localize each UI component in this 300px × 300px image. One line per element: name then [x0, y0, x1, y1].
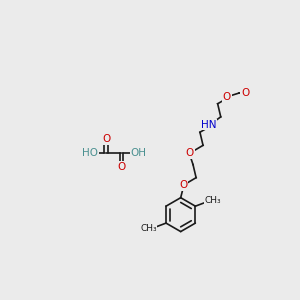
Text: O: O [241, 88, 250, 98]
Text: CH₃: CH₃ [140, 224, 157, 233]
Text: O: O [117, 162, 125, 172]
Text: O: O [186, 148, 194, 158]
Text: HN: HN [201, 119, 216, 130]
Text: O: O [102, 134, 110, 144]
Text: O: O [179, 180, 187, 190]
Text: O: O [223, 92, 231, 102]
Text: OH: OH [130, 148, 146, 158]
Text: CH₃: CH₃ [205, 196, 221, 205]
Text: HO: HO [82, 148, 98, 158]
